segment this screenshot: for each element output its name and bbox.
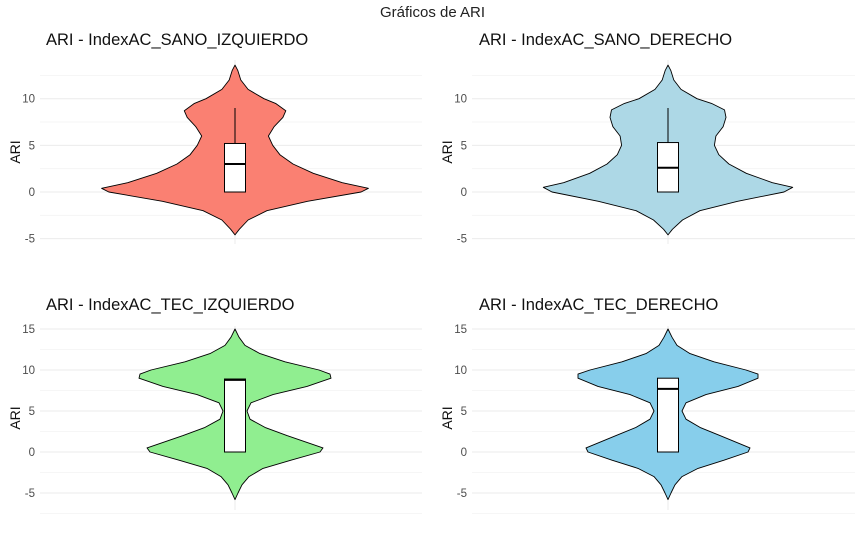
y-tick-label: -5 xyxy=(457,234,467,246)
y-tick-label: 10 xyxy=(454,365,467,377)
y-tick-label: -5 xyxy=(25,488,35,500)
figure-title: Gráficos de ARI xyxy=(380,4,485,21)
y-tick-label: -5 xyxy=(25,234,35,246)
y-tick-label: 5 xyxy=(29,406,35,418)
panel-4: -5 0 5 10 15 ARI - IndexAC_TEC_DERECHO ARI xyxy=(439,296,855,514)
y-tick-label: 10 xyxy=(454,94,467,106)
y-axis-label: ARI xyxy=(7,406,23,429)
y-tick-label: 10 xyxy=(22,94,35,106)
box-iqr xyxy=(657,377,679,453)
panel-2: -5 0 5 10 ARI - IndexAC_SANO_DERECHO ARI xyxy=(439,31,855,246)
y-axis-label: ARI xyxy=(439,140,455,163)
y-tick-label: 5 xyxy=(29,140,35,152)
y-tick-label: 0 xyxy=(461,447,467,459)
box-iqr xyxy=(224,378,246,453)
y-tick-label: 15 xyxy=(454,324,467,336)
y-tick-label: -5 xyxy=(457,488,467,500)
panel-title: ARI - IndexAC_SANO_IZQUIERDO xyxy=(46,31,308,49)
y-axis-label: ARI xyxy=(439,406,455,429)
y-tick-label: 0 xyxy=(29,447,35,459)
y-tick-label: 10 xyxy=(22,365,35,377)
y-axis-label: ARI xyxy=(7,140,23,163)
y-tick-label: 5 xyxy=(461,140,467,152)
panel-3: -5 0 5 10 15 ARI - IndexAC_TEC_IZQUIERDO ARI xyxy=(7,296,422,514)
y-tick-label: 0 xyxy=(29,187,35,199)
y-tick-label: 5 xyxy=(461,406,467,418)
panel-1: -5 0 5 10 ARI - IndexAC_SANO_IZQUIERDO ARI xyxy=(7,31,422,246)
panel-title: ARI - IndexAC_SANO_DERECHO xyxy=(479,31,732,49)
panel-title: ARI - IndexAC_TEC_DERECHO xyxy=(479,296,718,314)
y-tick-label: 15 xyxy=(22,324,35,336)
box-iqr xyxy=(224,142,246,193)
y-tick-label: 0 xyxy=(461,187,467,199)
panel-title: ARI - IndexAC_TEC_IZQUIERDO xyxy=(46,296,295,314)
